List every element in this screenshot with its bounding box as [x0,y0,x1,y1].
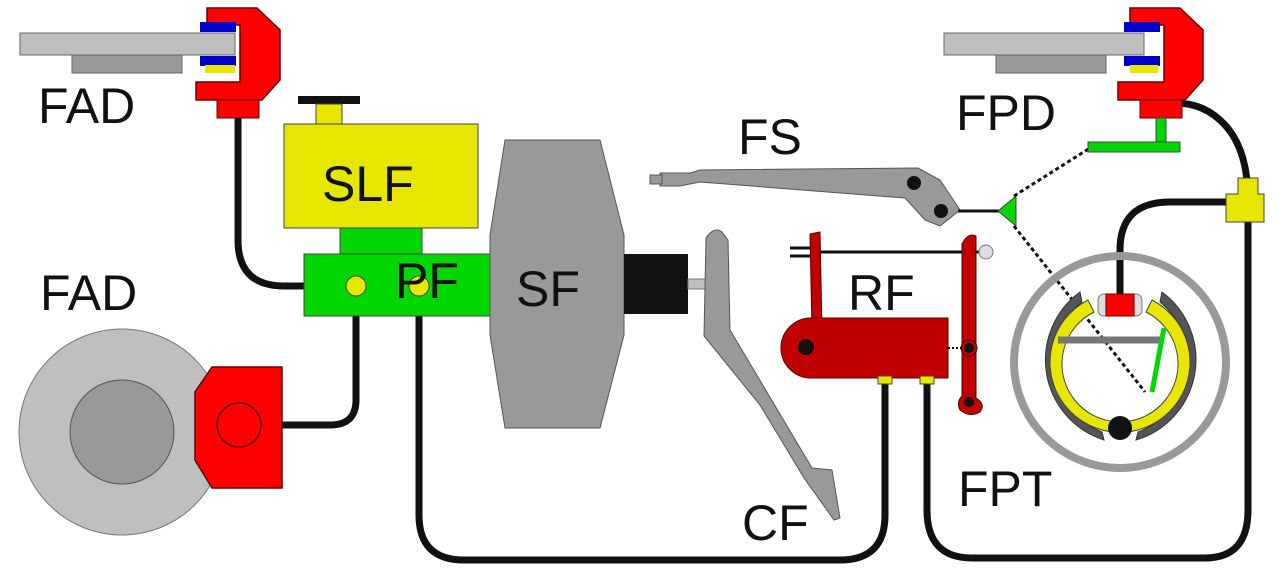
reservoir-cap-bar [298,96,360,104]
valve-pivot [798,339,814,355]
rear-brake-pad-lower [1124,56,1160,66]
label-sf: SF [516,261,580,317]
label-pf: PF [395,253,459,309]
drum-outer-ring [1010,252,1230,472]
servo-pushrod-housing [624,254,688,314]
valve-arm-knob [978,244,994,260]
label-slf: SLF [322,156,414,212]
label-fpd: FPD [956,85,1056,141]
caliper-piston-side [216,402,262,448]
brake-line-rear-circuit [415,286,889,564]
handbrake-button [649,174,663,185]
rear-parking-bar [1087,141,1181,153]
drum-parking-lever [1149,327,1167,393]
valve-arm-left [809,231,823,331]
valve-port-left [877,375,893,385]
brake-servo: SF [489,139,709,429]
cable-upper [1013,146,1091,198]
disc-plate [19,32,236,56]
brake-pad-lower [200,56,236,66]
brake-line-junction [1225,177,1265,223]
caliper-fitting [216,99,260,119]
valve-arm-right [957,234,983,416]
rear-drum: FPT [958,252,1230,517]
caliper-piston [205,65,235,73]
rear-brake-pad-upper [1124,22,1160,32]
valve-body-rf [780,317,949,379]
drum-shoe-yellow [1049,299,1191,433]
servo-body [489,139,625,429]
handbrake-pivot-2 [934,204,948,218]
valve-arm-joint-2 [964,397,974,407]
brake-pad-upper [200,22,236,32]
disc-hub [71,54,183,74]
brake-line-drum [1116,198,1234,300]
junction-fitting [1225,177,1265,223]
rear-caliper-fitting [1139,99,1183,119]
rear-disc-plate [943,32,1145,56]
proportioning-valve: RF [780,231,994,416]
reservoir-cap-neck [315,103,343,125]
label-fs: FS [738,109,802,165]
master-port-front [345,275,367,297]
label-rf: RF [848,265,915,321]
drum-anchor-pin [1108,416,1132,440]
brake-line-front-left-bottom [258,296,360,429]
label-fad-top: FAD [38,78,135,134]
brake-pedal: CF [703,229,841,551]
master-cylinder-pf [303,253,507,317]
label-cf: CF [742,495,809,551]
brake-line-rear-left [923,216,1252,562]
drum-wheel-cylinder-core [1105,293,1135,317]
rear-disc-hub [995,54,1107,74]
brake-line-rear-top [1171,99,1252,204]
disc-hub-center [69,379,175,485]
master-port-rear [408,275,430,297]
cable-equalizer [997,194,1017,228]
master-cylinder-assembly: SLF PF [283,96,507,317]
reservoir-neck [339,227,423,255]
rear-caliper-piston [1130,65,1158,73]
valve-port-right [919,375,935,385]
rear-parking-stem [1155,117,1167,145]
handbrake-pivot-1 [907,176,921,190]
pedal-arm [703,229,841,521]
front-left-disc-bottom: FAD [18,265,283,536]
label-fpt: FPT [958,461,1052,517]
rear-disc-top: FPD [943,7,1204,153]
brake-lines [234,99,1252,564]
label-fad-bottom: FAD [40,265,137,321]
brake-line-front-left-top [234,114,360,290]
front-left-disc-top: FAD [19,7,281,134]
handbrake-lever [659,167,961,227]
valve-arm-joint-1-dot [964,343,974,353]
parking-brake: FS [649,109,1147,393]
